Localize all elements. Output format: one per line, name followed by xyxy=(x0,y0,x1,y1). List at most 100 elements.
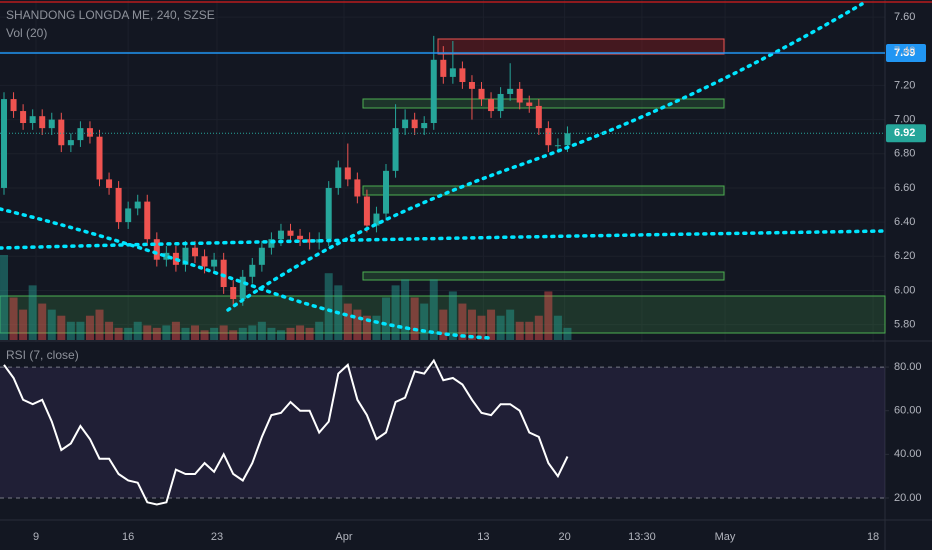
volume-bar xyxy=(152,327,161,340)
volume-bar xyxy=(105,321,114,340)
volume-bar xyxy=(238,327,247,340)
candle-body xyxy=(134,201,141,209)
candle-body xyxy=(564,133,571,146)
candle-body xyxy=(440,59,447,77)
volume-bar xyxy=(506,309,515,340)
volume-bar xyxy=(324,273,333,340)
rsi-line xyxy=(3,358,569,506)
volume-bar xyxy=(76,321,85,340)
zone xyxy=(362,271,725,281)
candle-body xyxy=(125,208,132,223)
candle-body xyxy=(411,119,418,129)
candle-body xyxy=(182,247,189,265)
volume-bar xyxy=(19,309,28,340)
volume-bar xyxy=(219,325,228,340)
volume-bar xyxy=(200,330,209,340)
volume-bar xyxy=(382,297,391,340)
candle-body xyxy=(335,167,342,188)
candle-body xyxy=(373,213,380,226)
candle-body xyxy=(421,123,428,129)
x-tick-label: Apr xyxy=(335,531,352,543)
candle-body xyxy=(258,247,265,265)
volume-bar xyxy=(487,309,496,340)
x-tick-label: 16 xyxy=(122,531,134,543)
candle-body xyxy=(163,252,170,260)
zone xyxy=(0,295,886,334)
y-tick-label: 7.00 xyxy=(894,114,915,126)
y-tick-label: 7.60 xyxy=(894,11,915,23)
y-tick-label: 7.20 xyxy=(894,79,915,91)
volume-bar xyxy=(85,315,94,340)
candle-body xyxy=(468,82,475,89)
candle-body xyxy=(344,167,351,180)
volume-bar xyxy=(257,321,266,340)
volume-bar xyxy=(401,279,410,340)
volume xyxy=(0,255,572,340)
volume-bar xyxy=(114,327,123,340)
x-tick-label: 18 xyxy=(867,531,879,543)
volume-bar xyxy=(553,315,562,340)
volume-bar xyxy=(95,309,104,340)
volume-bar xyxy=(353,309,362,340)
price-label-box xyxy=(886,124,926,143)
volume-bar xyxy=(362,315,371,340)
rsi-label: RSI (7, close) xyxy=(6,348,79,362)
rsi-tick-label: 40.00 xyxy=(894,448,922,460)
volume-bar xyxy=(0,255,9,340)
volume-bar xyxy=(525,321,534,340)
candle-body xyxy=(478,88,485,100)
candle-body xyxy=(48,119,55,129)
candle-body xyxy=(516,88,523,103)
trend-line xyxy=(0,229,887,250)
candle-body xyxy=(268,239,275,248)
volume-bar xyxy=(429,279,438,340)
volume-bar xyxy=(315,321,324,340)
candle-body xyxy=(86,128,93,137)
candle-body xyxy=(459,68,466,83)
y-tick-label: 7.40 xyxy=(894,45,915,57)
candle-body xyxy=(220,259,227,288)
candle-body xyxy=(96,136,103,180)
volume-bar xyxy=(276,330,285,340)
overlay: 7.39 6.92 xyxy=(0,43,926,143)
volume-bar xyxy=(143,325,152,340)
volume-bar xyxy=(57,315,66,340)
volume-bar xyxy=(496,315,505,340)
trend-line xyxy=(226,2,864,312)
volume-bar xyxy=(47,309,56,340)
volume-bar xyxy=(286,327,295,340)
volume-label: Vol (20) xyxy=(6,26,47,40)
candle-body xyxy=(402,119,409,129)
price-label: 7.39 xyxy=(894,47,915,59)
y-tick-label: 6.20 xyxy=(894,250,915,262)
volume-bar xyxy=(534,315,543,340)
candle-body xyxy=(488,99,495,112)
volume-bar xyxy=(305,327,314,340)
candle-body xyxy=(287,230,294,236)
x-tick-label: 9 xyxy=(33,531,39,543)
candle-body xyxy=(20,111,27,124)
volume-bar xyxy=(171,321,180,340)
chart-title: SHANDONG LONGDA ME, 240, SZSE xyxy=(6,8,215,22)
volume-bar xyxy=(296,325,305,340)
zone xyxy=(362,98,725,109)
volume-bar xyxy=(467,309,476,340)
y-tick-label: 6.60 xyxy=(894,182,915,194)
volume-bar xyxy=(229,330,238,340)
candle-body xyxy=(507,88,514,94)
rsi-pane xyxy=(0,342,885,520)
price-label-box xyxy=(886,43,926,62)
volume-bar xyxy=(191,325,200,340)
volume-bar xyxy=(391,285,400,340)
candle-body xyxy=(29,116,36,124)
trend-lines xyxy=(0,2,887,340)
rsi-band xyxy=(0,367,885,498)
candle-body xyxy=(306,239,313,243)
x-tick-label: 23 xyxy=(211,531,223,543)
volume-bar xyxy=(439,309,448,340)
zone xyxy=(437,38,725,55)
candle-body xyxy=(153,239,160,260)
x-tick-label: May xyxy=(715,531,736,543)
volume-bar xyxy=(544,291,553,340)
